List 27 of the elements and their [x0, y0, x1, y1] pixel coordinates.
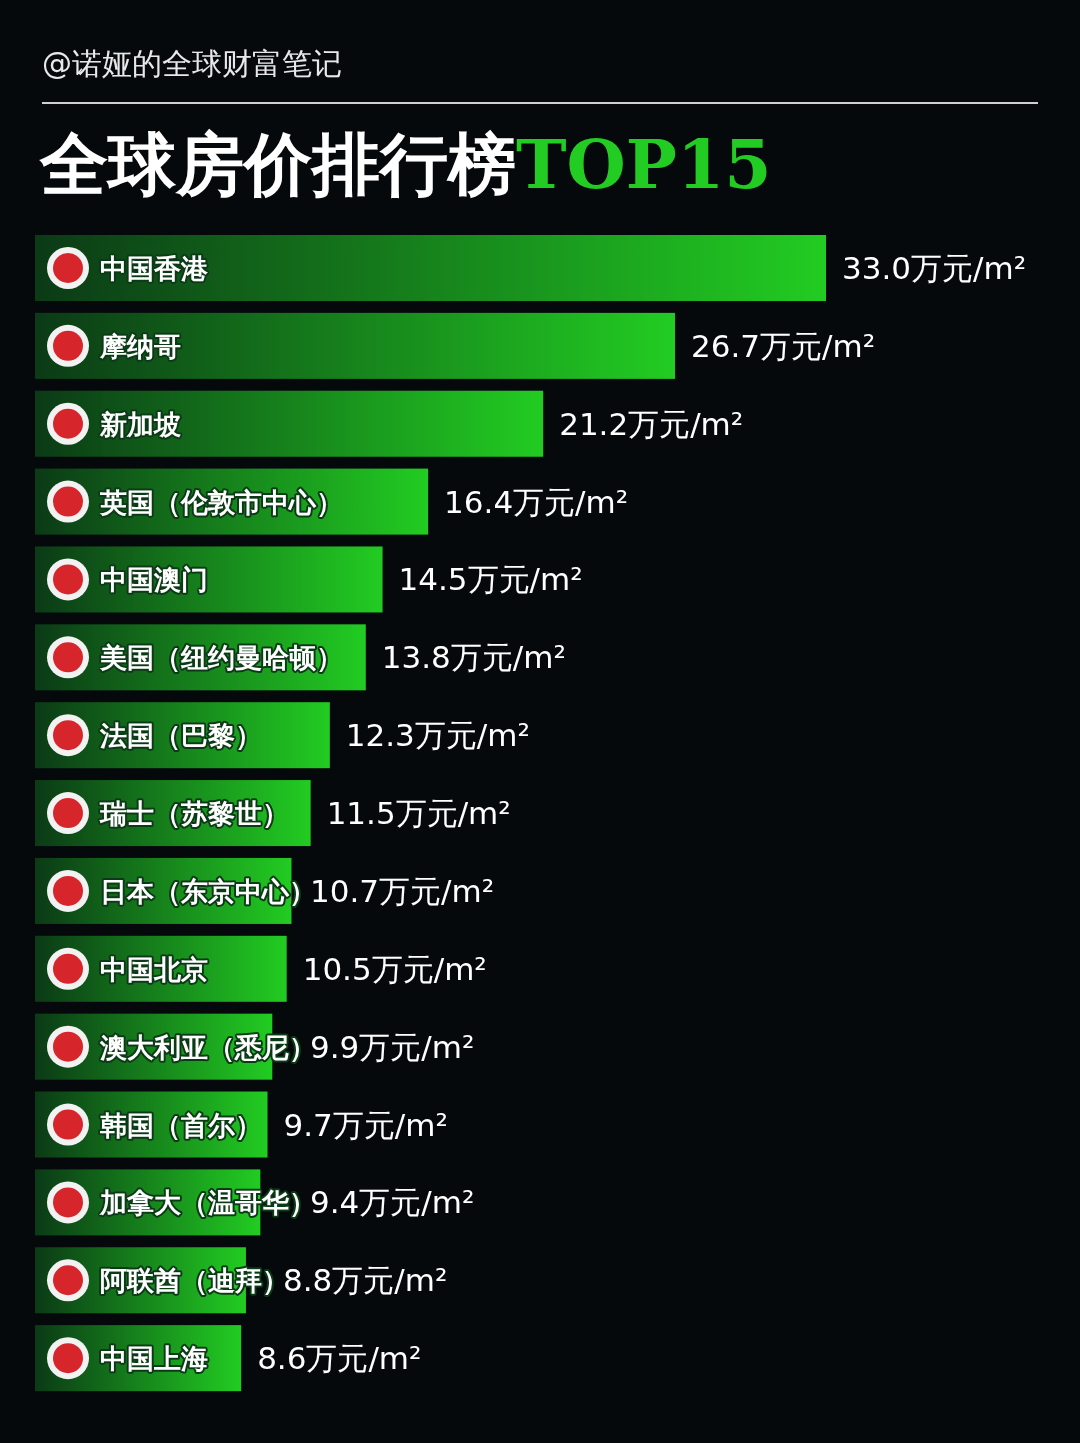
- data-label: 9.7万元/m²: [283, 1106, 448, 1143]
- y-tick-label: 中国香港: [100, 253, 209, 284]
- data-label: 11.5万元/m²: [326, 795, 511, 832]
- y-tick-label: 中国澳门: [100, 564, 208, 596]
- text: @诺娅的全球财富笔记: [42, 46, 342, 81]
- y-tick-label: 韩国（首尔）: [99, 1109, 262, 1141]
- y-tick-label: 英国（伦敦市中心）: [99, 486, 343, 518]
- y-tick-label: 中国北京: [100, 953, 208, 985]
- data-label: 12.3万元/m²: [345, 717, 530, 754]
- data-label: 21.2万元/m²: [559, 405, 744, 442]
- data-label: 26.7万元/m²: [690, 327, 876, 364]
- y-tick-label: 瑞士（苏黎世）: [99, 798, 289, 830]
- bar: [35, 390, 544, 457]
- y-tick-label: 法国（巴黎）: [99, 720, 262, 752]
- data-label: 14.5万元/m²: [398, 561, 583, 598]
- data-label: 8.6万元/m²: [257, 1340, 422, 1377]
- data-label: 16.4万元/m²: [444, 483, 629, 520]
- bar: [35, 312, 675, 379]
- y-tick-label: 新加坡: [99, 408, 181, 440]
- data-label: 13.8万元/m²: [381, 639, 566, 676]
- y-tick-label: 美国（纽约曼哈顿）: [99, 642, 343, 674]
- chart-title: 全球房价排行榜TOP15: [39, 124, 772, 204]
- y-tick-label: 中国上海: [100, 1343, 208, 1375]
- bar: [35, 235, 826, 301]
- data-label: 10.5万元/m²: [302, 950, 487, 987]
- data-label: 33.0万元/m²: [842, 250, 1027, 286]
- y-tick-label: 摩纳哥: [99, 330, 181, 362]
